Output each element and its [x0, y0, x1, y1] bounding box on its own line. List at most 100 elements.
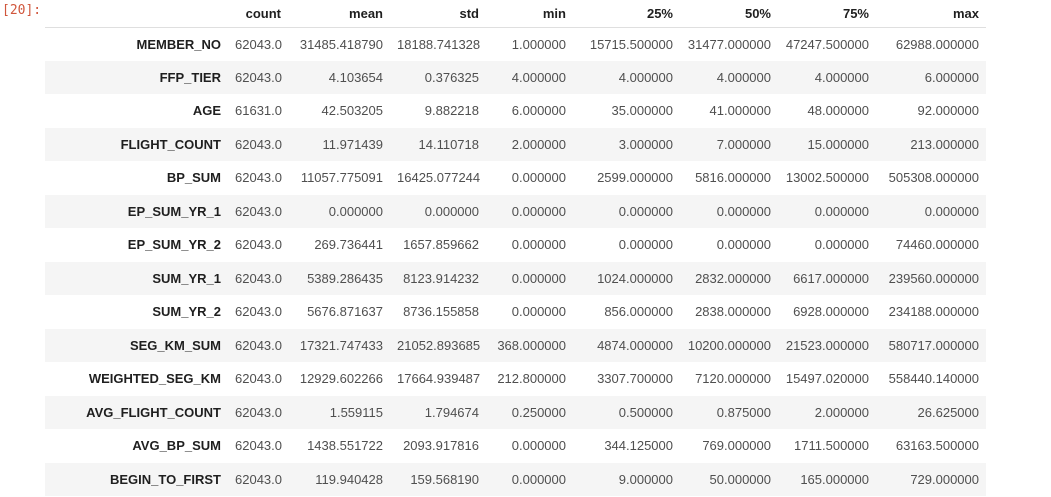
- cell: 0.000000: [511, 270, 566, 286]
- row-label: EP_SUM_YR_1: [127, 203, 221, 219]
- row-label: AGE: [192, 103, 221, 119]
- cell: 31485.418790: [299, 36, 383, 52]
- table-row: SEG_KM_SUM 62043.0 17321.747433 21052.89368…: [45, 328, 986, 362]
- cell: 63163.500000: [895, 438, 979, 454]
- column-header-1: mean: [288, 0, 390, 28]
- table-row: BP_SUM 62043.0 11057.775091 16425.077244 0.0…: [45, 161, 986, 195]
- row-label: AVG_BP_SUM: [132, 438, 221, 454]
- row-label: AVG_FLIGHT_COUNT: [86, 404, 221, 420]
- row-label: FFP_TIER: [159, 69, 221, 85]
- cell: 21052.893685: [397, 337, 481, 353]
- table-row: FFP_TIER 62043.0 4.103654 0.376325 4.000000 4…: [45, 60, 986, 94]
- output-prompt: [20]:: [2, 3, 42, 18]
- table-row: EP_SUM_YR_1 62043.0 0.000000 0.000000 0.0000…: [45, 194, 986, 228]
- cell: 769.000000: [702, 438, 771, 454]
- cell: 62988.000000: [895, 36, 979, 52]
- column-header-3: min: [486, 0, 573, 28]
- cell: 6.000000: [511, 103, 566, 119]
- cell: 0.000000: [424, 203, 479, 219]
- cell: 119.940428: [315, 471, 383, 487]
- cell: 3.000000: [618, 136, 673, 152]
- row-label: SUM_YR_2: [152, 304, 221, 320]
- cell: 5676.871637: [307, 304, 383, 320]
- cell: 3307.700000: [597, 371, 673, 387]
- cell: 344.125000: [604, 438, 673, 454]
- table-row: BEGIN_TO_FIRST 62043.0 119.940428 159.56819…: [45, 462, 986, 496]
- cell: 8736.155858: [403, 304, 479, 320]
- row-label: BEGIN_TO_FIRST: [109, 471, 221, 487]
- cell: 15715.500000: [589, 36, 673, 52]
- cell: 2.000000: [511, 136, 566, 152]
- cell: 9.000000: [618, 471, 673, 487]
- cell: 62043.0: [235, 337, 282, 353]
- cell: 62043.0: [235, 404, 282, 420]
- cell: 5816.000000: [695, 170, 771, 186]
- cell: 35.000000: [611, 103, 673, 119]
- cell: 48.000000: [807, 103, 869, 119]
- cell: 0.000000: [716, 237, 771, 253]
- table-row: SUM_YR_2 62043.0 5676.871637 8736.155858 0.0…: [45, 295, 986, 329]
- cell: 10200.000000: [687, 337, 771, 353]
- cell: 1.794674: [424, 404, 479, 420]
- cell: 2.000000: [814, 404, 869, 420]
- cell: 212.800000: [497, 371, 566, 387]
- cell: 18188.741328: [397, 36, 481, 52]
- cell: 74460.000000: [895, 237, 979, 253]
- table-row: FLIGHT_COUNT 62043.0 11.971439 14.110718 2.0…: [45, 127, 986, 161]
- row-label: FLIGHT_COUNT: [120, 136, 221, 152]
- cell: 1657.859662: [403, 237, 479, 253]
- cell: 5389.286435: [307, 270, 383, 286]
- cell: 0.000000: [716, 203, 771, 219]
- cell: 4.000000: [511, 69, 566, 85]
- cell: 4.000000: [618, 69, 673, 85]
- cell: 239560.000000: [888, 270, 979, 286]
- cell: 62043.0: [235, 371, 282, 387]
- cell: 165.000000: [800, 471, 869, 487]
- cell: 4874.000000: [597, 337, 673, 353]
- table-row: AGE 61631.0 42.503205 9.882218 6.000000 35.00…: [45, 94, 986, 128]
- corner-cell: [45, 0, 228, 28]
- cell: 2093.917816: [403, 438, 479, 454]
- cell: 15497.020000: [785, 371, 869, 387]
- table-row: WEIGHTED_SEG_KM 62043.0 12929.602266 17664.…: [45, 362, 986, 396]
- cell: 50.000000: [709, 471, 771, 487]
- row-label: EP_SUM_YR_2: [127, 237, 221, 253]
- cell: 47247.500000: [785, 36, 869, 52]
- cell: 0.000000: [511, 471, 566, 487]
- cell: 0.000000: [618, 237, 673, 253]
- column-header-7: max: [876, 0, 986, 28]
- cell: 1.000000: [511, 36, 566, 52]
- output-area: count mean std min 25% 50% 75% max MEMBER_NO 620…: [45, 0, 1051, 496]
- cell: 62043.0: [235, 438, 282, 454]
- row-label: MEMBER_NO: [136, 36, 221, 52]
- cell: 0.000000: [511, 304, 566, 320]
- table-row: EP_SUM_YR_2 62043.0 269.736441 1657.859662 0…: [45, 228, 986, 262]
- cell: 62043.0: [235, 203, 282, 219]
- cell: 0.000000: [618, 203, 673, 219]
- cell: 0.000000: [328, 203, 383, 219]
- cell: 0.000000: [814, 237, 869, 253]
- cell: 17664.939487: [397, 371, 481, 387]
- row-label: BP_SUM: [166, 170, 221, 186]
- cell: 269.736441: [314, 237, 383, 253]
- cell: 580717.000000: [888, 337, 979, 353]
- cell: 6928.000000: [793, 304, 869, 320]
- cell: 26.625000: [917, 404, 979, 420]
- row-label: WEIGHTED_SEG_KM: [88, 371, 221, 387]
- cell: 6.000000: [924, 69, 979, 85]
- cell: 9.882218: [424, 103, 479, 119]
- cell: 62043.0: [235, 471, 282, 487]
- cell: 41.000000: [709, 103, 771, 119]
- table-row: AVG_FLIGHT_COUNT 62043.0 1.559115 1.794674 0…: [45, 395, 986, 429]
- cell: 92.000000: [917, 103, 979, 119]
- cell: 17321.747433: [299, 337, 383, 353]
- cell: 15.000000: [807, 136, 869, 152]
- cell: 234188.000000: [888, 304, 979, 320]
- cell: 0.000000: [511, 170, 566, 186]
- cell: 558440.140000: [888, 371, 979, 387]
- cell: 0.376325: [424, 69, 479, 85]
- header-row: count mean std min 25% 50% 75% max: [45, 0, 986, 28]
- cell: 0.000000: [511, 237, 566, 253]
- cell: 2599.000000: [597, 170, 673, 186]
